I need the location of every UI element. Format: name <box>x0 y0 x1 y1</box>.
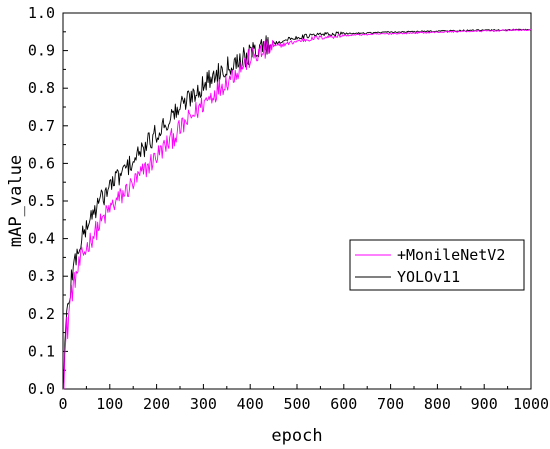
legend-label-yolov11: YOLOv11 <box>397 268 460 286</box>
y-tick-label: 0.5 <box>28 192 55 210</box>
x-tick-label: 700 <box>377 395 404 413</box>
y-tick-label: 1.0 <box>28 4 55 22</box>
x-tick-label: 1000 <box>513 395 549 413</box>
legend: +MonileNetV2 YOLOv11 <box>349 239 525 291</box>
y-tick-label: 0.3 <box>28 267 55 285</box>
y-tick-label: 0.1 <box>28 342 55 360</box>
y-axis: 0.0 0.1 0.2 0.3 0.4 0.5 0.6 0.7 0.8 0.9 1.0 <box>28 4 68 398</box>
y-tick-label: 0.2 <box>28 305 55 323</box>
x-tick-label: 900 <box>471 395 498 413</box>
y-axis-title: mAP_value <box>6 155 26 247</box>
x-tick-label: 600 <box>330 395 357 413</box>
x-axis-title: epoch <box>271 426 322 446</box>
x-tick-label: 800 <box>424 395 451 413</box>
x-tick-label: 300 <box>190 395 217 413</box>
x-axis: 0 100 200 300 400 500 600 700 800 900 1000 <box>58 384 549 413</box>
series-line-monilenetv2 <box>63 28 532 390</box>
y-tick-label: 0.7 <box>28 117 55 135</box>
x-tick-label: 200 <box>143 395 170 413</box>
series-layer <box>62 28 532 390</box>
plot-frame <box>62 12 532 390</box>
y-tick-label: 0.8 <box>28 79 55 97</box>
series-line-yolov11 <box>62 28 532 388</box>
x-tick-label: 100 <box>96 395 123 413</box>
y-tick-label: 0.4 <box>28 230 55 248</box>
legend-box <box>349 239 525 291</box>
y-tick-label: 0.6 <box>28 154 55 172</box>
x-tick-label: 400 <box>237 395 264 413</box>
y-tick-label: 0.0 <box>28 380 55 398</box>
x-tick-label: 500 <box>283 395 310 413</box>
x-tick-label: 0 <box>58 395 67 413</box>
legend-label-monilenetv2: +MonileNetV2 <box>397 246 505 264</box>
y-tick-label: 0.9 <box>28 42 55 60</box>
